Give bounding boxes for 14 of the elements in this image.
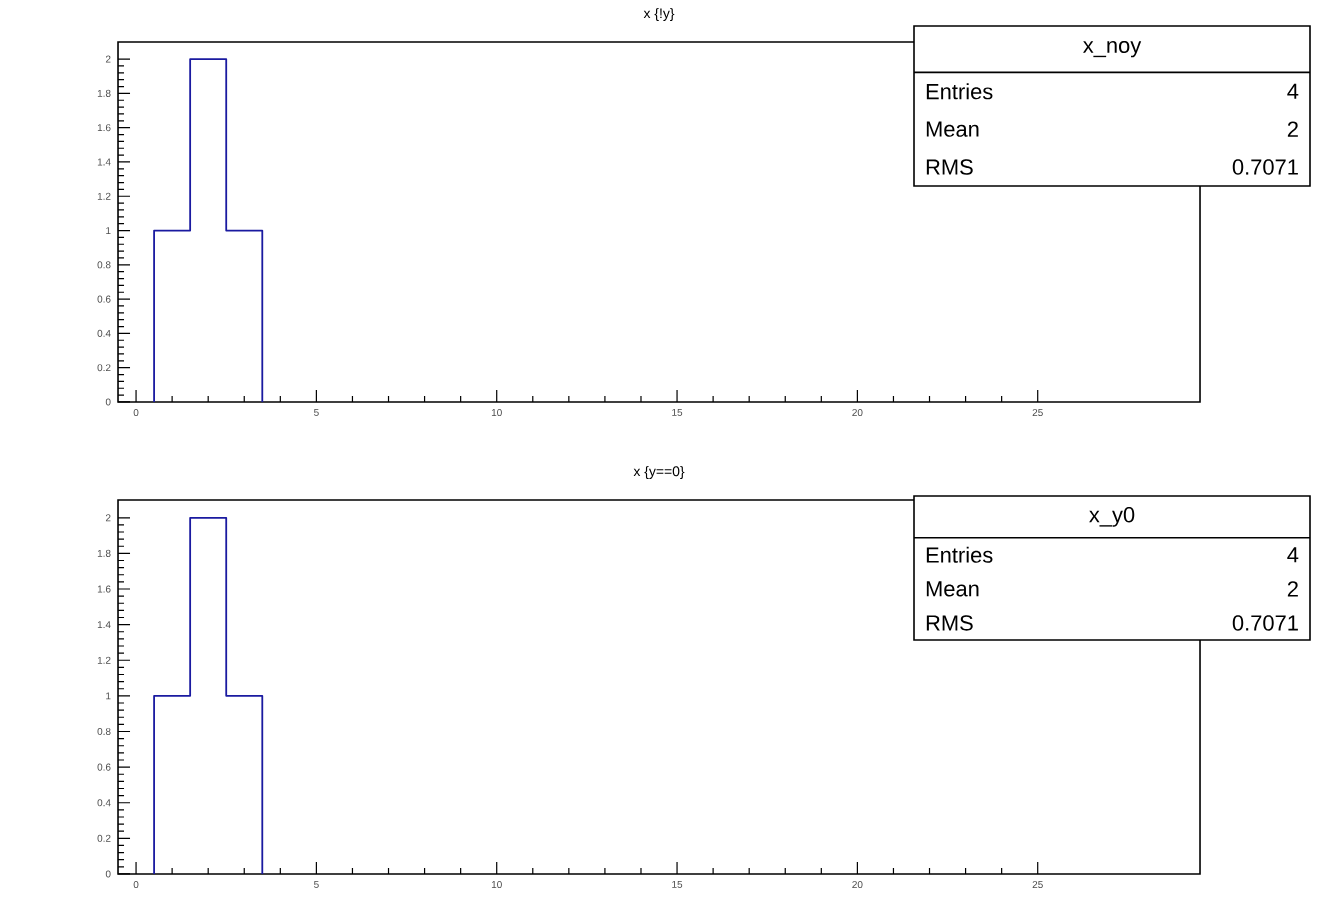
annotation: Entries [926, 83, 993, 100]
annotation: RMS [926, 159, 973, 175]
text: 0.7071 [1232, 159, 1298, 175]
text: 2 [1287, 121, 1298, 137]
text: 4 [1287, 83, 1299, 99]
text: 4 [1287, 547, 1299, 563]
text: 2 [1287, 581, 1298, 597]
annotation: Mean [926, 121, 979, 137]
annotation: x_noy [1083, 41, 1142, 58]
text: 0.7071 [1232, 615, 1298, 631]
annotation: Entries [926, 546, 993, 563]
annotation: RMS [926, 615, 973, 631]
annotation: Mean [926, 581, 979, 597]
annotation: x_y0 [1089, 506, 1135, 527]
